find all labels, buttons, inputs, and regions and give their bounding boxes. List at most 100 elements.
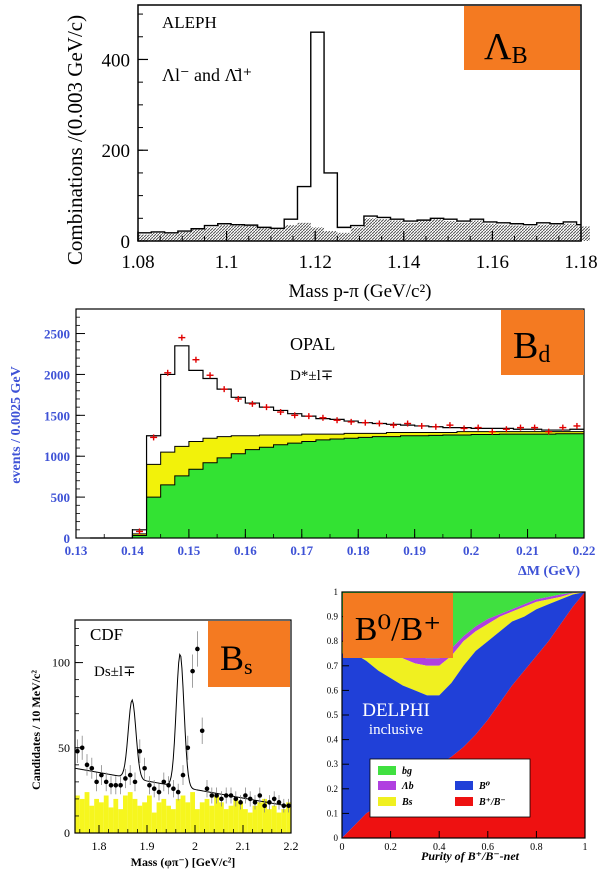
opal-data-point: [291, 412, 299, 419]
cdf-frame: [74, 619, 292, 834]
cdf-background-bin: [204, 798, 210, 833]
cdf-panel: 1.8 1.9 2 2.1 2.2 0 50 100 CDF Ds±l∓ Bs Mass (φ…: [29, 619, 299, 869]
opal-x-tick-label: 0.13: [65, 543, 88, 558]
cdf-marks: [74, 631, 292, 833]
aleph-background-bin: [324, 231, 338, 241]
cdf-background-bin: [75, 795, 80, 833]
opal-data-point: [488, 428, 496, 435]
opal-data-point: [263, 404, 270, 411]
cdf-x-tick-label: 1.8: [92, 839, 107, 853]
cdf-background-bin: [175, 798, 181, 833]
opal-y-tick-label: 1500: [44, 408, 70, 423]
cdf-background-bin: [185, 802, 191, 833]
cdf-background-bin: [113, 798, 119, 833]
aleph-background-bin: [217, 225, 232, 241]
opal-data-point: [234, 395, 242, 402]
opal-data-point: [220, 386, 228, 393]
opal-data-point: [361, 419, 369, 426]
cdf-data-point: [75, 739, 80, 764]
cdf-background-bin: [103, 795, 109, 833]
opal-data-point: [404, 420, 412, 427]
opal-data-point: [446, 422, 454, 429]
aleph-background-bin: [297, 222, 311, 241]
cdf-data-point: [286, 798, 291, 813]
opal-x-tick-label: 0.2: [463, 543, 479, 558]
opal-total-histogram: [90, 345, 584, 539]
opal-data-point: [150, 434, 158, 441]
cdf-background-bin: [281, 809, 287, 833]
cdf-background-bin: [123, 795, 128, 833]
cdf-data-point: [132, 772, 138, 792]
delphi-y-tick-label: 0.3: [327, 759, 339, 769]
aleph-background-bin: [231, 225, 245, 241]
delphi-x-axis-label: Purity of B⁺/B⁻-net: [421, 849, 520, 863]
opal-badge-label: Bd: [513, 325, 550, 368]
svg-text:Bs: Bs: [401, 797, 413, 808]
delphi-x-tick-label: 0.8: [530, 842, 543, 853]
aleph-background-bin: [483, 223, 497, 241]
opal-experiment-label: OPAL: [290, 334, 335, 354]
opal-data-point: [375, 420, 383, 427]
opal-data-point: [559, 424, 567, 431]
cdf-background-bin: [108, 807, 114, 833]
cdf-y-tick-label: 50: [58, 741, 70, 755]
cdf-data-point: [123, 768, 128, 789]
delphi-bs-area: [342, 592, 585, 696]
aleph-panel: 1.08 1.1 1.12 1.14 1.16 1.18 0 200 400 ALEPH Λl⁻…: [63, 4, 598, 302]
opal-x-tick-label: 0.14: [121, 543, 144, 558]
cdf-background-bin: [257, 802, 263, 833]
cdf-data-point: [219, 791, 224, 807]
opal-data-point: [390, 422, 397, 429]
cdf-data-point: [147, 776, 152, 795]
aleph-background-bin: [470, 220, 484, 241]
delphi-y-tick-label: 0.4: [327, 735, 339, 745]
cdf-data-point: [267, 795, 272, 810]
cdf-background-bin: [171, 809, 176, 833]
cdf-x-axis-label: Mass (φπ⁻) [GeV/c²]: [131, 855, 236, 869]
cdf-background-bin: [190, 792, 195, 833]
aleph-background-bin: [510, 225, 524, 241]
aleph-y-tick-label: 400: [102, 50, 131, 71]
delphi-legend-items: bg Λb Bs B⁰ B⁺/B⁻: [378, 766, 506, 808]
cdf-badge: [208, 621, 290, 687]
cdf-badge-label: Bs: [220, 638, 253, 679]
delphi-legend-item: B⁺/B⁻: [455, 797, 506, 808]
delphi-experiment-label: DELPHI: [362, 700, 430, 721]
cdf-background-bin: [243, 809, 248, 833]
aleph-y-tick-label: 200: [102, 141, 131, 162]
aleph-background-bin: [536, 224, 550, 241]
cdf-y-tick-label: 0: [64, 826, 70, 840]
opal-data-point: [517, 424, 524, 431]
cdf-data-point: [118, 776, 123, 795]
opal-data-point: [347, 418, 355, 425]
opal-marks: [90, 334, 585, 539]
delphi-x-tick-label: 1: [583, 842, 588, 853]
cdf-data-point: [151, 780, 157, 798]
aleph-x-tick-label: 1.14: [387, 252, 421, 273]
delphi-y-tick-label: 0.7: [327, 661, 339, 671]
cdf-data-point: [156, 783, 162, 801]
opal-y-tick-label: 0: [64, 531, 71, 546]
cdf-data-point: [233, 791, 239, 807]
cdf-background-bin: [151, 812, 157, 833]
aleph-badge: [464, 6, 580, 70]
aleph-background-bin: [257, 228, 271, 241]
cdf-data-point: [199, 717, 205, 744]
cdf-background-bin: [233, 798, 239, 833]
aleph-background-bin: [138, 234, 152, 241]
delphi-y-tick-label: 0.1: [327, 808, 338, 818]
opal-x-tick-label: 0.16: [234, 543, 257, 558]
cdf-background-bin: [199, 802, 205, 833]
cdf-x-tick-label: 2.1: [236, 839, 251, 853]
cdf-background-bin: [161, 798, 167, 833]
cdf-data-point: [281, 798, 287, 813]
aleph-marks: [137, 31, 590, 241]
cdf-data-point: [166, 776, 171, 795]
cdf-data-point: [185, 735, 191, 760]
opal-data-point: [192, 356, 200, 363]
cdf-background-bin: [118, 809, 123, 833]
cdf-data-point: [113, 776, 119, 795]
delphi-legend-item: Bs: [378, 797, 413, 808]
opal-data-point: [418, 422, 426, 429]
opal-y-tick-label: 2000: [44, 367, 70, 382]
